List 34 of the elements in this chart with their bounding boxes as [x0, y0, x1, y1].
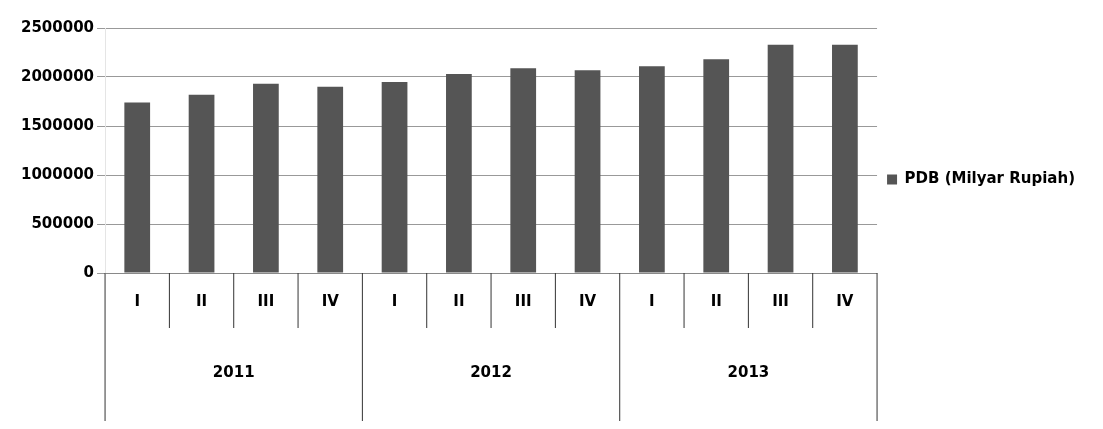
bar	[381, 81, 408, 273]
x-tick-label: IV	[321, 291, 340, 310]
text: 2012	[470, 362, 512, 381]
bar	[639, 66, 665, 273]
x-tick-label: II	[453, 291, 465, 310]
x-tick-label: III	[514, 291, 532, 310]
bar	[832, 44, 858, 273]
legend-label: PDB (Milyar Rupiah)	[904, 169, 1075, 188]
x-tick-label: III	[257, 291, 275, 310]
bar	[703, 59, 730, 273]
x-tick-label: IV	[836, 291, 854, 310]
y-tick-label: 2500000	[21, 17, 95, 36]
y-tick-label: 2000000	[21, 66, 95, 85]
text: 2013	[727, 362, 770, 381]
y-tick-label: 1000000	[21, 164, 95, 183]
text: 2011	[212, 362, 255, 381]
bar	[188, 94, 215, 273]
x-tick-label: I	[649, 291, 655, 310]
x-tick-label: I	[134, 291, 141, 310]
y-tick-label: 1500000	[21, 115, 95, 134]
y-tick-label: 500000	[31, 213, 95, 232]
x-tick-label: I	[391, 291, 398, 310]
bar	[124, 102, 151, 273]
x-tick-label: III	[772, 291, 789, 310]
bar	[446, 74, 472, 273]
x-tick-label: II	[710, 291, 722, 310]
bar	[317, 86, 344, 273]
x-tick-label: IV	[578, 291, 597, 310]
bar	[510, 68, 537, 273]
bar	[574, 70, 601, 273]
bar	[767, 44, 794, 273]
y-tick-label: 0	[83, 262, 95, 281]
x-tick-label: II	[195, 291, 208, 310]
bar	[253, 83, 279, 273]
